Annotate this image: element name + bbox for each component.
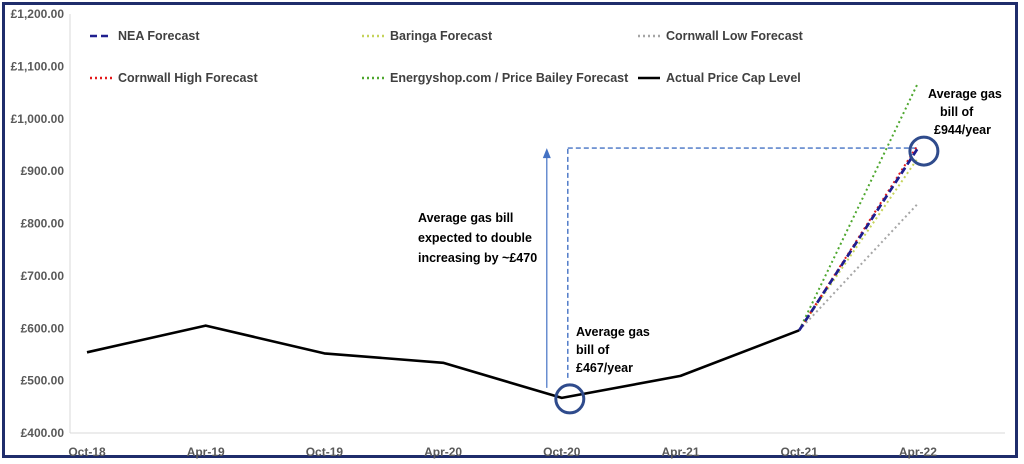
oct20-bill-line-2: bill of (576, 343, 610, 357)
series-line-cornwall-low-forecast (798, 202, 919, 331)
x-tick-label: Apr-20 (424, 445, 462, 459)
series-line-nea-forecast-overlay (798, 147, 919, 332)
annotation-guides (542, 147, 918, 388)
y-tick-label: £1,200.00 (11, 7, 65, 21)
y-tick-label: £700.00 (21, 269, 65, 283)
series-line-baringa-forecast (798, 157, 919, 331)
apr22-bill-line-1: Average gas (928, 87, 1002, 101)
x-tick-labels: Oct-18 Apr-19 Oct-19 Apr-20 Oct-20 Apr-21 Oct-… (68, 445, 937, 459)
legend-label: Cornwall High Forecast (118, 71, 258, 85)
circle-oct20-bill (554, 383, 586, 415)
apr22-bill-line-2: bill of (940, 105, 974, 119)
doubling-line-2: expected to double (418, 231, 532, 245)
oct20-bill-line-1: Average gas (576, 325, 650, 339)
y-tick-label: £1,100.00 (11, 59, 65, 73)
y-tick-label: £500.00 (21, 374, 65, 388)
x-tick-label: Oct-19 (306, 445, 344, 459)
series-line-energyshop-com-price-bailey-forecast (798, 82, 919, 331)
x-tick-label: Apr-19 (187, 445, 225, 459)
increase-arrow-head (542, 148, 551, 159)
legend-label: Energyshop.com / Price Bailey Forecast (390, 71, 629, 85)
x-tick-label: Apr-22 (899, 445, 937, 459)
x-tick-label: Oct-21 (781, 445, 819, 459)
series-line-actual-price-cap-level (86, 324, 800, 400)
y-tick-labels: £400.00 £500.00 £600.00 £700.00 £800.00 £900.… (11, 7, 65, 440)
y-tick-label: £600.00 (21, 321, 65, 335)
x-tick-label: Oct-20 (543, 445, 581, 459)
legend-label: Baringa Forecast (390, 29, 493, 43)
y-tick-label: £800.00 (21, 217, 65, 231)
y-tick-label: £1,000.00 (11, 112, 65, 126)
y-tick-label: £400.00 (21, 426, 65, 440)
oct20-bill-annotation: Average gas bill of £467/year (576, 325, 650, 375)
x-tick-label: Apr-21 (661, 445, 699, 459)
apr22-bill-annotation: Average gas bill of £944/year (928, 87, 1002, 137)
series-line-nea-forecast (798, 147, 919, 332)
doubling-line-1: Average gas bill (418, 211, 513, 225)
series-lines (86, 82, 919, 400)
x-tick-label: Oct-18 (68, 445, 106, 459)
legend-label: Cornwall Low Forecast (666, 29, 804, 43)
oct20-bill-line-3: £467/year (576, 361, 633, 375)
legend-label: NEA Forecast (118, 29, 200, 43)
y-tick-label: £900.00 (21, 164, 65, 178)
doubling-line-3: increasing by ~£470 (418, 251, 537, 265)
circle-apr22-bill (908, 135, 940, 167)
legend: NEA Forecast Baringa Forecast Cornwall Low… (90, 29, 804, 85)
legend-label: Actual Price Cap Level (666, 71, 801, 85)
doubling-annotation: Average gas bill expected to double incr… (418, 211, 537, 265)
highlight-circles (554, 135, 940, 415)
apr22-bill-line-3: £944/year (934, 123, 991, 137)
